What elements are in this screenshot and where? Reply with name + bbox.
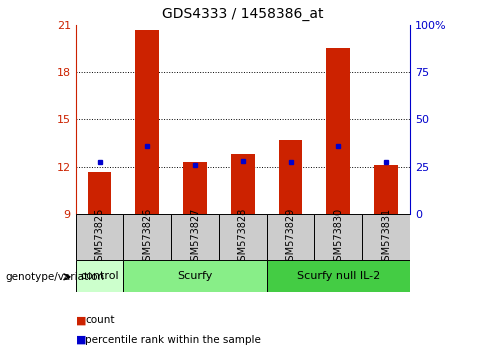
Bar	[87, 172, 111, 214]
Text: ■: ■	[76, 335, 86, 345]
Text: percentile rank within the sample: percentile rank within the sample	[85, 335, 261, 345]
Text: GSM573828: GSM573828	[238, 207, 248, 267]
Bar	[123, 260, 266, 292]
Bar	[219, 214, 266, 260]
Text: GSM573829: GSM573829	[285, 207, 296, 267]
Bar	[314, 214, 362, 260]
Text: GSM573825: GSM573825	[95, 207, 104, 267]
Bar	[76, 260, 123, 292]
Text: ■: ■	[76, 315, 86, 325]
Bar	[183, 162, 207, 214]
Bar	[171, 214, 219, 260]
Bar	[135, 29, 159, 214]
Text: control: control	[80, 271, 119, 281]
Bar	[362, 214, 410, 260]
Bar	[231, 154, 255, 214]
Bar	[76, 214, 123, 260]
Text: Scurfy null IL-2: Scurfy null IL-2	[297, 271, 380, 281]
Text: genotype/variation: genotype/variation	[5, 272, 104, 282]
Text: GSM573827: GSM573827	[190, 207, 200, 267]
Bar	[266, 260, 410, 292]
Text: count: count	[85, 315, 115, 325]
Bar	[326, 48, 350, 214]
Title: GDS4333 / 1458386_at: GDS4333 / 1458386_at	[162, 7, 324, 21]
Text: GSM573830: GSM573830	[333, 207, 343, 267]
Text: GSM573831: GSM573831	[381, 207, 391, 267]
Bar	[123, 214, 171, 260]
Text: Scurfy: Scurfy	[177, 271, 213, 281]
Bar	[279, 140, 303, 214]
Bar	[266, 214, 314, 260]
Text: GSM573826: GSM573826	[142, 207, 152, 267]
Bar	[374, 165, 398, 214]
